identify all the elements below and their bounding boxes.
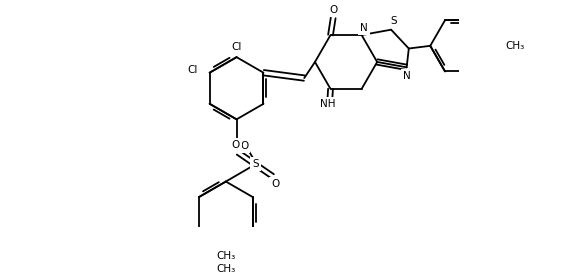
Text: Cl: Cl — [231, 43, 241, 52]
Text: O: O — [329, 5, 338, 15]
Text: O: O — [231, 140, 240, 150]
Text: O: O — [271, 179, 279, 189]
Text: S: S — [252, 159, 259, 169]
Text: NH: NH — [320, 99, 336, 109]
Text: N: N — [402, 71, 411, 81]
Text: CH₃: CH₃ — [216, 264, 236, 273]
Text: CH₃: CH₃ — [216, 251, 236, 260]
Text: Cl: Cl — [187, 65, 198, 75]
Text: O: O — [240, 141, 248, 151]
Text: S: S — [390, 16, 397, 26]
Text: CH₃: CH₃ — [505, 41, 524, 51]
Text: N: N — [361, 23, 368, 32]
